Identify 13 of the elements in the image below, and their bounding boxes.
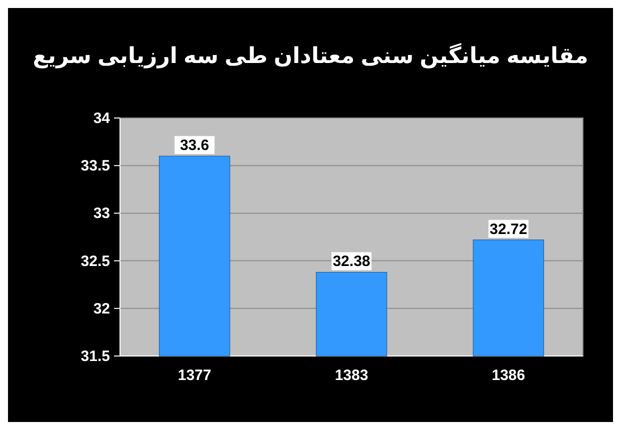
y-tick-label: 31.5 xyxy=(80,348,110,365)
x-tick-label: 1383 xyxy=(334,367,368,384)
data-label: 32.72 xyxy=(490,220,528,238)
x-tick-label: 1377 xyxy=(178,367,212,384)
data-label: 32.38 xyxy=(332,253,370,270)
x-tick-label: 1386 xyxy=(492,367,526,384)
y-tick-label: 32.5 xyxy=(80,252,110,270)
y-tick-label: 33 xyxy=(93,205,110,222)
y-tick-label: 32 xyxy=(93,300,110,318)
chart-title: مقایسه میانگین سنی معتادان طی سه ارزیابی سریع xyxy=(32,42,588,69)
y-tick-label: 33.5 xyxy=(80,158,110,175)
data-label: 33.6 xyxy=(180,137,210,154)
y-tick-label: 34 xyxy=(93,110,111,127)
